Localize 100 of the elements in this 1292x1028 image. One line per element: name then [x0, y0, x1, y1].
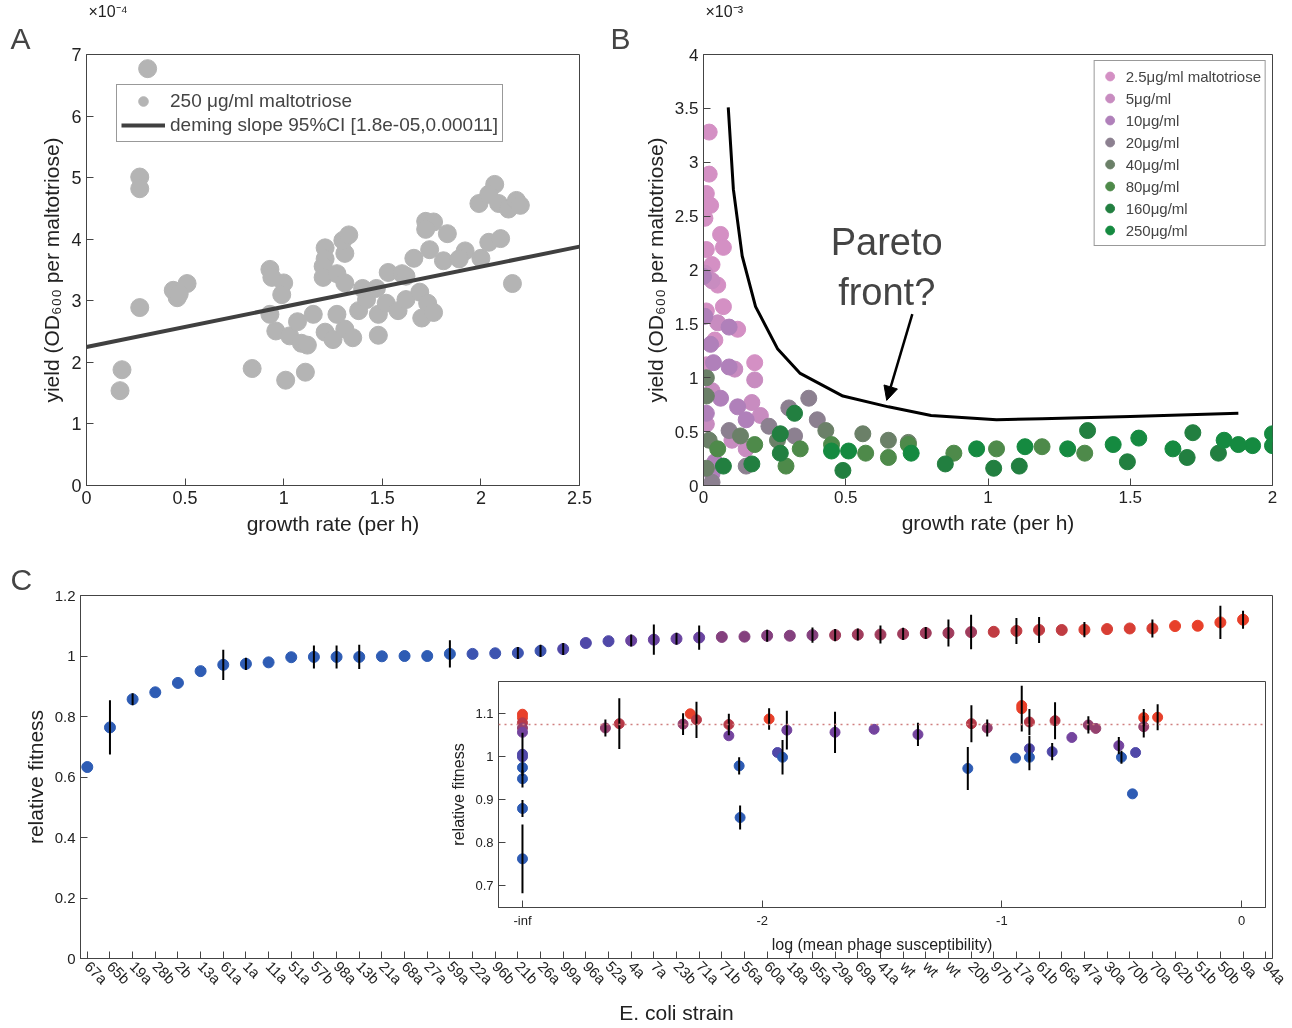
x-tick-label: wt [919, 956, 943, 981]
point [1244, 437, 1262, 455]
x-tick-label: 2.5 [566, 487, 593, 508]
x-tick-label: 0.5 [172, 487, 198, 508]
point [823, 442, 841, 460]
point [800, 389, 818, 407]
point [714, 238, 732, 256]
x-tick-label: -1 [996, 912, 1008, 928]
point [746, 354, 764, 372]
legend-label: 10μg/ml [1125, 110, 1180, 131]
point [777, 457, 795, 475]
point [743, 455, 761, 473]
legend-label: 80μg/ml [1125, 176, 1180, 197]
legend-label: 2.5μg/ml maltotriose [1125, 66, 1261, 87]
point [857, 444, 875, 462]
point [579, 637, 592, 649]
point [1079, 422, 1097, 440]
y-tick-label: 0.6 [54, 768, 76, 785]
point [868, 723, 880, 735]
x-tick-label: -2 [756, 912, 768, 928]
y-tick-label: 3 [689, 153, 699, 173]
y-tick-label: 0.7 [475, 878, 494, 894]
point [786, 404, 804, 422]
legend-label: 5μg/ml [1125, 88, 1171, 109]
point [714, 298, 732, 316]
y-tick-label: 1.5 [674, 314, 699, 334]
point [737, 411, 755, 429]
point [398, 650, 411, 662]
point [285, 651, 298, 664]
point [743, 394, 761, 412]
legend-label: 20μg/ml [1125, 132, 1180, 153]
x-tick-label: 9a [1237, 957, 1262, 982]
point [987, 625, 1000, 638]
point [808, 411, 826, 429]
point [194, 665, 207, 678]
text: A [10, 21, 31, 55]
point [1076, 444, 1094, 462]
point [902, 444, 920, 462]
point [1184, 424, 1202, 442]
point [854, 425, 872, 443]
point [746, 436, 764, 454]
x-tick-label: 1.5 [1118, 487, 1143, 507]
y-tick-label: 2.5 [674, 207, 699, 227]
annotation: Pareto front? [830, 220, 943, 313]
point [1130, 747, 1142, 759]
point [1178, 449, 1196, 466]
point [760, 417, 778, 435]
point [720, 318, 738, 336]
point [1010, 752, 1022, 764]
y-tick-label: 2 [71, 352, 82, 373]
point [1215, 431, 1233, 449]
y-tick-label: 3 [71, 291, 82, 312]
point [1191, 619, 1204, 632]
line-series [726, 105, 1240, 422]
point [712, 389, 730, 407]
point [602, 635, 615, 648]
point [709, 440, 727, 458]
point [489, 647, 502, 660]
x-tick-label: 1 [983, 487, 993, 507]
y-tick-label: 5 [71, 168, 82, 189]
point [1130, 429, 1148, 447]
point [149, 686, 162, 699]
x-tick-label: -inf [513, 912, 532, 928]
point [791, 440, 809, 458]
y-tick-label: 0.4 [54, 828, 76, 846]
point [771, 425, 789, 443]
point [375, 650, 388, 663]
point [703, 335, 720, 353]
point [783, 629, 796, 642]
y-tick-label: 2 [689, 261, 699, 280]
point [703, 196, 720, 214]
point [1033, 438, 1051, 456]
point [715, 630, 728, 643]
y-tick-label: 4 [71, 229, 82, 250]
point [879, 449, 897, 466]
y-tick-label: 4 [689, 45, 699, 65]
point [746, 371, 764, 389]
x-tick-label: 4a [625, 957, 650, 982]
point [1209, 444, 1227, 462]
legend-label: deming slope 95%CI [1.8e-05,0.00011] [170, 114, 499, 136]
point [1229, 436, 1247, 454]
x-axis-title: growth rate (per h) [901, 510, 1075, 534]
point [879, 431, 897, 449]
point [771, 444, 789, 462]
point [1016, 438, 1034, 456]
point [945, 444, 963, 462]
point [936, 455, 954, 473]
point [729, 398, 747, 416]
y-tick-label: 1.2 [54, 586, 76, 604]
point [1164, 440, 1182, 458]
y-tick-label: 0.2 [54, 889, 76, 906]
point [1090, 722, 1102, 734]
point [1066, 731, 1078, 743]
point [968, 440, 986, 458]
point [1118, 453, 1136, 471]
x-tick-label: 0 [1237, 912, 1246, 928]
x-tick-label: 7a [647, 957, 673, 982]
x-tick-label: 94a [1259, 957, 1290, 988]
point [1055, 624, 1068, 636]
text: ×10⁻³ [705, 2, 744, 20]
